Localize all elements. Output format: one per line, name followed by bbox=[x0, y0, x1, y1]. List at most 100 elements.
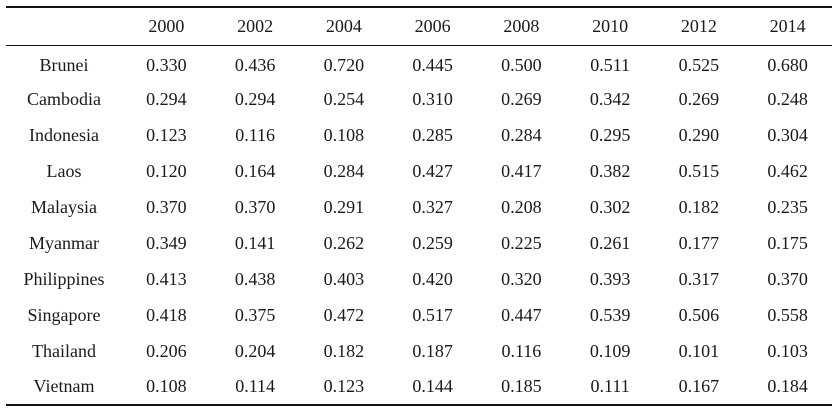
country-cell: Malaysia bbox=[31, 196, 97, 217]
value-cell: 0.103 bbox=[767, 340, 808, 361]
value-cell: 0.294 bbox=[146, 88, 187, 109]
value-cell: 0.438 bbox=[234, 268, 276, 289]
value-cell: 0.413 bbox=[146, 268, 187, 289]
value-cell: 0.167 bbox=[654, 369, 744, 406]
value-cell: 0.720 bbox=[323, 54, 365, 75]
value-cell: 0.294 bbox=[234, 88, 276, 109]
value-cell: 0.101 bbox=[678, 340, 720, 361]
value-cell: 0.539 bbox=[589, 304, 631, 325]
year-header: 2010 bbox=[565, 6, 655, 46]
value-cell: 0.284 bbox=[323, 160, 365, 181]
value-cell: 0.445 bbox=[412, 54, 453, 75]
value-cell: 0.261 bbox=[589, 232, 631, 253]
value-cell: 0.525 bbox=[678, 54, 720, 75]
country-cell: Myanmar bbox=[29, 232, 99, 253]
value-cell: 0.370 bbox=[146, 196, 187, 217]
value-cell: 0.123 bbox=[146, 124, 187, 145]
value-cell: 0.254 bbox=[323, 88, 365, 109]
value-cell: 0.515 bbox=[678, 160, 720, 181]
country-cell: Brunei bbox=[39, 54, 89, 75]
value-cell: 0.382 bbox=[589, 160, 631, 181]
table-row: Laos 0.120 0.164 0.284 0.427 0.417 0.382 0.515 0… bbox=[6, 153, 832, 189]
value-cell: 0.427 bbox=[412, 160, 453, 181]
year-header: 2006 bbox=[388, 6, 477, 46]
value-cell: 0.175 bbox=[767, 232, 808, 253]
data-table: 2000 2002 2004 2006 2008 2010 2012 2014 … bbox=[6, 6, 832, 406]
value-cell: 0.370 bbox=[234, 196, 276, 217]
table-row: Philippines 0.413 0.438 0.403 0.420 0.320 0.39… bbox=[6, 261, 832, 297]
country-cell: Laos bbox=[46, 160, 82, 181]
value-cell: 0.177 bbox=[678, 232, 720, 253]
value-cell: 0.123 bbox=[299, 369, 389, 406]
value-cell: 0.462 bbox=[767, 160, 808, 181]
value-cell: 0.204 bbox=[234, 340, 276, 361]
value-cell: 0.320 bbox=[501, 268, 542, 289]
country-cell: Philippines bbox=[23, 268, 105, 289]
country-cell: Singapore bbox=[27, 304, 101, 325]
table-body: Brunei 0.330 0.436 0.720 0.445 0.500 0.511 0.52… bbox=[6, 45, 832, 406]
header-corner bbox=[6, 6, 122, 46]
table-row: Cambodia 0.294 0.294 0.254 0.310 0.269 0.342 0.… bbox=[6, 81, 832, 117]
value-cell: 0.290 bbox=[678, 124, 720, 145]
value-cell: 0.295 bbox=[589, 124, 631, 145]
value-cell: 0.225 bbox=[501, 232, 542, 253]
value-cell: 0.269 bbox=[501, 88, 542, 109]
value-cell: 0.349 bbox=[146, 232, 187, 253]
year-header: 2000 bbox=[122, 6, 211, 46]
value-cell: 0.184 bbox=[743, 369, 832, 406]
value-cell: 0.182 bbox=[678, 196, 720, 217]
table-row: Thailand 0.206 0.204 0.182 0.187 0.116 0.109 0.… bbox=[6, 333, 832, 369]
value-cell: 0.262 bbox=[323, 232, 365, 253]
value-cell: 0.114 bbox=[210, 369, 300, 406]
data-table-container: 2000 2002 2004 2006 2008 2010 2012 2014 … bbox=[6, 6, 832, 406]
value-cell: 0.680 bbox=[767, 54, 808, 75]
year-header: 2002 bbox=[210, 6, 300, 46]
value-cell: 0.269 bbox=[678, 88, 720, 109]
value-cell: 0.420 bbox=[412, 268, 453, 289]
value-cell: 0.558 bbox=[767, 304, 808, 325]
value-cell: 0.182 bbox=[323, 340, 365, 361]
table-header: 2000 2002 2004 2006 2008 2010 2012 2014 bbox=[6, 6, 832, 46]
value-cell: 0.330 bbox=[146, 54, 187, 75]
value-cell: 0.111 bbox=[565, 369, 655, 406]
value-cell: 0.185 bbox=[477, 369, 566, 406]
value-cell: 0.116 bbox=[501, 340, 542, 361]
value-cell: 0.447 bbox=[501, 304, 542, 325]
table-row: Malaysia 0.370 0.370 0.291 0.327 0.208 0.302 0.… bbox=[6, 189, 832, 225]
value-cell: 0.120 bbox=[146, 160, 187, 181]
value-cell: 0.291 bbox=[323, 196, 365, 217]
year-header: 2008 bbox=[477, 6, 566, 46]
value-cell: 0.342 bbox=[589, 88, 631, 109]
value-cell: 0.317 bbox=[678, 268, 720, 289]
value-cell: 0.436 bbox=[234, 54, 276, 75]
value-cell: 0.511 bbox=[590, 54, 631, 75]
value-cell: 0.304 bbox=[767, 124, 808, 145]
value-cell: 0.417 bbox=[501, 160, 542, 181]
year-header: 2004 bbox=[299, 6, 389, 46]
table-row: Vietnam 0.108 0.114 0.123 0.144 0.185 0.111 0.1… bbox=[6, 369, 832, 406]
year-header: 2012 bbox=[654, 6, 744, 46]
value-cell: 0.108 bbox=[122, 369, 211, 406]
value-cell: 0.302 bbox=[589, 196, 631, 217]
value-cell: 0.206 bbox=[146, 340, 187, 361]
value-cell: 0.327 bbox=[412, 196, 453, 217]
value-cell: 0.418 bbox=[146, 304, 187, 325]
value-cell: 0.403 bbox=[323, 268, 365, 289]
table-row: Indonesia 0.123 0.116 0.108 0.285 0.284 0.295 0… bbox=[6, 117, 832, 153]
value-cell: 0.208 bbox=[501, 196, 542, 217]
value-cell: 0.393 bbox=[589, 268, 631, 289]
table-row: Myanmar 0.349 0.141 0.262 0.259 0.225 0.261 0.1… bbox=[6, 225, 832, 261]
year-header: 2014 bbox=[743, 6, 832, 46]
value-cell: 0.284 bbox=[501, 124, 542, 145]
country-cell: Thailand bbox=[32, 340, 96, 361]
country-cell: Vietnam bbox=[6, 369, 122, 406]
value-cell: 0.370 bbox=[767, 268, 808, 289]
value-cell: 0.285 bbox=[412, 124, 453, 145]
value-cell: 0.164 bbox=[234, 160, 276, 181]
value-cell: 0.144 bbox=[388, 369, 477, 406]
value-cell: 0.116 bbox=[235, 124, 276, 145]
value-cell: 0.472 bbox=[323, 304, 365, 325]
value-cell: 0.500 bbox=[501, 54, 542, 75]
country-cell: Indonesia bbox=[29, 124, 99, 145]
value-cell: 0.259 bbox=[412, 232, 453, 253]
